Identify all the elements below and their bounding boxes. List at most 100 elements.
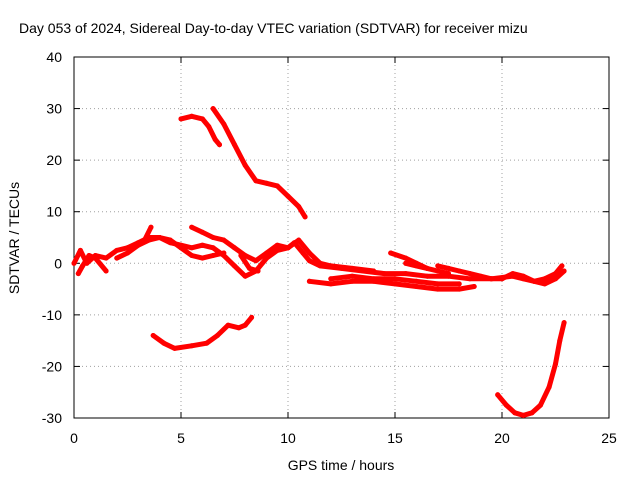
data-point — [435, 286, 441, 292]
data-point — [103, 268, 109, 274]
data-point — [561, 268, 567, 274]
data-point — [456, 286, 462, 292]
data-point — [495, 392, 501, 398]
data-point — [125, 250, 130, 256]
data-point — [392, 281, 398, 287]
data-point — [255, 268, 261, 274]
data-point — [349, 278, 355, 284]
data-point — [274, 242, 280, 248]
data-point — [538, 402, 543, 408]
y-tick-label: -20 — [42, 358, 62, 374]
data-point — [392, 276, 398, 282]
series-line — [495, 320, 567, 418]
y-tick-label: -30 — [42, 410, 62, 426]
data-point — [172, 345, 178, 351]
data-point — [467, 271, 473, 277]
data-point — [306, 278, 312, 284]
data-point — [388, 250, 394, 256]
data-point — [264, 250, 270, 256]
data-point — [553, 276, 558, 282]
data-point — [553, 271, 558, 277]
data-point — [157, 235, 163, 240]
data-point — [328, 281, 334, 287]
data-point — [306, 250, 312, 256]
data-point — [300, 250, 306, 256]
series-line — [189, 224, 377, 274]
data-point — [349, 273, 355, 279]
data-point — [135, 242, 141, 248]
data-point — [296, 237, 302, 243]
data-point — [199, 229, 205, 235]
data-point — [189, 253, 195, 258]
data-point — [199, 242, 205, 248]
data-point — [236, 325, 242, 331]
data-point — [306, 258, 312, 264]
data-point — [435, 281, 441, 287]
data-point — [542, 281, 548, 287]
data-point — [446, 271, 451, 277]
data-point — [217, 142, 222, 148]
data-point — [150, 333, 156, 338]
x-tick-label: 20 — [494, 430, 510, 446]
data-point — [456, 268, 462, 274]
data-point — [238, 253, 244, 258]
data-point — [103, 255, 109, 261]
data-point — [285, 245, 291, 251]
data-point — [302, 214, 308, 220]
y-tick-label: 0 — [54, 255, 62, 271]
data-point — [403, 255, 409, 261]
series-track-9 — [150, 314, 255, 351]
data-point — [242, 322, 248, 328]
data-point — [247, 265, 252, 271]
data-point — [210, 106, 216, 112]
data-point — [232, 142, 237, 148]
data-point — [80, 263, 86, 269]
data-point — [253, 178, 259, 184]
series-track-2 — [75, 253, 109, 277]
data-point — [446, 265, 451, 271]
x-tick-label: 25 — [601, 430, 617, 446]
data-point — [189, 113, 195, 119]
axis-ticks: 0 5 10 15 20 25 -30 -20 -10 0 10 20 30 40 — [42, 49, 617, 446]
data-point — [510, 271, 516, 277]
series-track-10 — [306, 278, 477, 292]
data-point — [531, 278, 537, 284]
data-point — [264, 180, 270, 186]
data-point — [274, 183, 280, 189]
data-point — [210, 245, 216, 251]
x-axis-label: GPS time / hours — [288, 457, 395, 473]
series-line — [210, 106, 308, 220]
data-point — [178, 116, 184, 122]
series-track-14 — [435, 263, 565, 284]
data-point — [206, 124, 212, 130]
data-point — [403, 271, 409, 277]
plot-frame — [73, 56, 610, 419]
data-point — [285, 193, 291, 199]
data-point — [542, 276, 548, 282]
y-tick-label: 20 — [46, 152, 62, 168]
data-point — [499, 276, 505, 282]
series-line — [150, 314, 255, 351]
series-track-15 — [495, 320, 567, 418]
data-point — [435, 263, 441, 269]
data-point — [471, 284, 477, 289]
data-point — [77, 247, 83, 253]
data-point — [86, 253, 92, 258]
data-point — [189, 343, 195, 349]
data-point — [161, 340, 167, 346]
data-point — [204, 340, 210, 346]
x-tick-label: 10 — [280, 430, 296, 446]
data-point — [371, 276, 377, 282]
data-point — [349, 265, 355, 271]
y-tick-label: 10 — [46, 204, 62, 220]
data-point — [488, 276, 494, 282]
data-point — [424, 273, 430, 279]
data-point — [546, 384, 552, 390]
data-point — [221, 237, 227, 243]
data-point — [328, 263, 334, 269]
data-point — [512, 410, 518, 416]
data-point — [92, 255, 98, 261]
data-point — [232, 263, 237, 269]
y-tick-label: 40 — [46, 49, 62, 65]
